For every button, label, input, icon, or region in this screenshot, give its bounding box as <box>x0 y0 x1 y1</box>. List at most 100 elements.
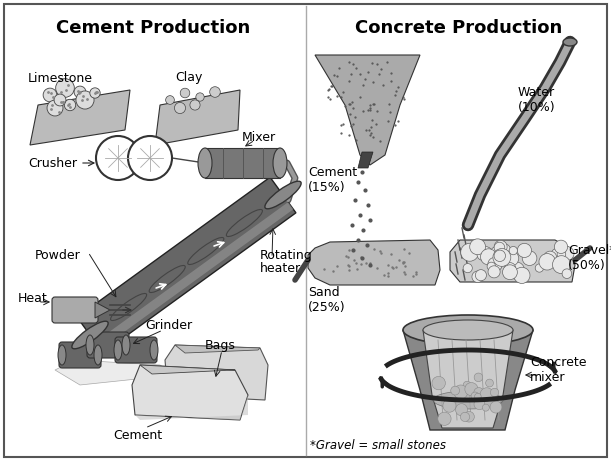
Ellipse shape <box>423 320 513 340</box>
Circle shape <box>494 250 505 261</box>
Circle shape <box>463 264 472 273</box>
Circle shape <box>488 257 502 272</box>
Polygon shape <box>95 202 293 349</box>
Text: Crusher: Crusher <box>28 156 77 170</box>
Polygon shape <box>358 152 373 168</box>
Text: Limestone: Limestone <box>28 71 93 84</box>
Circle shape <box>478 247 492 261</box>
Text: Concrete
mixer: Concrete mixer <box>530 356 587 384</box>
Polygon shape <box>132 365 248 420</box>
Circle shape <box>175 102 186 113</box>
Text: Sand
(25%): Sand (25%) <box>308 286 346 314</box>
Circle shape <box>180 88 190 98</box>
Circle shape <box>54 94 66 106</box>
Text: heater: heater <box>260 261 301 274</box>
Circle shape <box>455 404 467 416</box>
Circle shape <box>47 100 63 116</box>
Circle shape <box>56 79 75 97</box>
Circle shape <box>522 251 537 266</box>
Circle shape <box>454 385 468 399</box>
Text: Clay: Clay <box>175 71 202 84</box>
Circle shape <box>474 399 485 410</box>
Polygon shape <box>135 395 248 420</box>
Ellipse shape <box>94 345 102 365</box>
Polygon shape <box>165 345 268 400</box>
Circle shape <box>475 270 486 281</box>
Polygon shape <box>95 302 110 318</box>
Polygon shape <box>140 365 235 374</box>
Circle shape <box>463 381 471 389</box>
Text: Rotating: Rotating <box>260 248 313 261</box>
Ellipse shape <box>114 340 122 360</box>
Circle shape <box>471 392 479 400</box>
FancyBboxPatch shape <box>52 297 98 323</box>
Circle shape <box>494 242 505 253</box>
Circle shape <box>488 266 500 278</box>
Circle shape <box>535 264 544 272</box>
Circle shape <box>482 404 489 411</box>
Circle shape <box>509 247 518 255</box>
Circle shape <box>76 91 94 109</box>
Circle shape <box>438 412 451 426</box>
FancyBboxPatch shape <box>115 337 157 363</box>
Circle shape <box>470 239 486 254</box>
Polygon shape <box>30 90 130 145</box>
Circle shape <box>74 86 86 98</box>
Circle shape <box>451 386 459 395</box>
Text: Concrete Production: Concrete Production <box>354 19 562 37</box>
Circle shape <box>551 248 564 262</box>
Text: Heat: Heat <box>18 291 48 305</box>
Polygon shape <box>77 177 296 353</box>
Ellipse shape <box>403 315 533 345</box>
Circle shape <box>490 246 505 261</box>
Circle shape <box>443 399 456 412</box>
Text: Mixer: Mixer <box>242 130 276 143</box>
Polygon shape <box>155 90 240 145</box>
Text: *Gravel = small stones: *Gravel = small stones <box>310 438 446 451</box>
Circle shape <box>190 100 200 110</box>
Circle shape <box>539 254 555 270</box>
Circle shape <box>477 248 489 260</box>
Circle shape <box>497 244 511 257</box>
Circle shape <box>491 260 502 271</box>
Text: Bags: Bags <box>205 338 236 351</box>
Ellipse shape <box>150 340 158 360</box>
Circle shape <box>432 376 445 390</box>
Circle shape <box>464 412 474 422</box>
Ellipse shape <box>273 148 287 178</box>
Ellipse shape <box>563 38 577 46</box>
Circle shape <box>474 388 484 398</box>
Circle shape <box>486 379 494 387</box>
Polygon shape <box>403 330 533 430</box>
Ellipse shape <box>433 391 503 409</box>
FancyBboxPatch shape <box>59 342 101 368</box>
Text: Cement
(15%): Cement (15%) <box>308 166 357 194</box>
Circle shape <box>480 249 497 265</box>
Circle shape <box>560 247 574 260</box>
Circle shape <box>490 401 502 413</box>
FancyBboxPatch shape <box>4 4 607 457</box>
FancyBboxPatch shape <box>87 332 129 358</box>
Polygon shape <box>450 240 575 282</box>
Circle shape <box>472 271 483 283</box>
Polygon shape <box>308 240 440 285</box>
Circle shape <box>494 240 507 254</box>
Circle shape <box>480 388 494 401</box>
Circle shape <box>474 373 483 382</box>
Circle shape <box>507 262 525 279</box>
Ellipse shape <box>122 335 130 355</box>
Polygon shape <box>315 55 420 165</box>
Circle shape <box>505 263 516 274</box>
Text: Cement: Cement <box>114 429 163 442</box>
Circle shape <box>475 393 481 400</box>
Circle shape <box>43 88 57 102</box>
Circle shape <box>503 251 519 266</box>
Text: Gravel*
(50%): Gravel* (50%) <box>568 244 611 272</box>
Polygon shape <box>423 330 513 428</box>
Circle shape <box>557 250 566 259</box>
Text: Grinder: Grinder <box>145 319 192 331</box>
Circle shape <box>493 248 511 266</box>
Circle shape <box>514 267 530 284</box>
Text: Powder: Powder <box>35 248 81 261</box>
Circle shape <box>96 136 140 180</box>
